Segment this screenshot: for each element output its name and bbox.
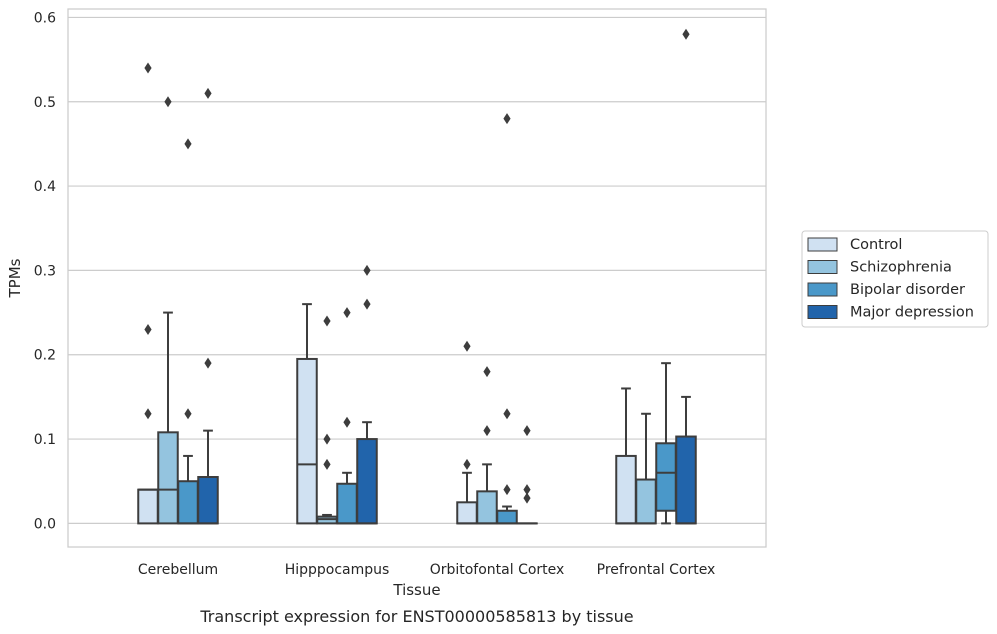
y-tick-label: 0.4: [34, 179, 56, 195]
outlier-point: [523, 425, 531, 437]
series-bipolar-disorder: [177, 113, 677, 525]
box-body: [177, 480, 199, 525]
box-body: [197, 476, 219, 525]
outlier-point: [144, 323, 152, 335]
legend-swatch: [807, 305, 838, 319]
legend-label: Schizophrenia: [850, 260, 952, 276]
box-body: [496, 509, 518, 525]
x-tick-label: Orbitofontal Cortex: [430, 562, 565, 578]
outlier-point: [204, 357, 212, 369]
outlier-point: [503, 484, 511, 496]
box-body: [655, 442, 677, 512]
y-axis-ticks: 0.0 0.1 0.2 0.3 0.4 0.5 0.6: [34, 10, 56, 532]
legend: Control Schizophrenia Bipolar disorder Majo…: [801, 230, 989, 328]
box-body: [356, 438, 378, 525]
outlier-point: [503, 113, 511, 125]
legend-swatch: [807, 260, 838, 274]
legend-swatch: [807, 237, 838, 252]
box: [137, 62, 159, 525]
outlier-point: [363, 298, 371, 310]
y-axis-title: TPMs: [6, 258, 24, 298]
legend-item: Schizophrenia: [807, 260, 952, 276]
box: [496, 113, 518, 525]
box-body: [615, 454, 637, 525]
box-body: [675, 435, 697, 525]
outlier-point: [343, 416, 351, 428]
box: [356, 264, 378, 525]
legend-item: Major depression: [807, 305, 974, 321]
legend-swatch: [807, 282, 838, 297]
box-body: [137, 488, 159, 525]
y-tick-label: 0.1: [34, 432, 56, 448]
box: [476, 366, 498, 525]
outlier-point: [184, 138, 192, 150]
box: [675, 28, 697, 525]
y-tick-label: 0.0: [34, 516, 56, 532]
x-tick-label: Hipppocampus: [285, 562, 390, 578]
outlier-point: [343, 307, 351, 319]
series-schizophrenia: [157, 96, 657, 525]
outlier-point: [323, 433, 331, 445]
series-control: [137, 62, 637, 525]
outlier-point: [463, 458, 471, 470]
box: [456, 340, 478, 525]
legend-item: Control: [807, 237, 902, 253]
box: [157, 96, 179, 525]
box-body: [476, 490, 498, 525]
outlier-point: [483, 366, 491, 378]
outlier-point: [323, 458, 331, 470]
outlier-point: [144, 408, 152, 420]
legend-item: Bipolar disorder: [807, 282, 965, 298]
outlier-point: [682, 28, 690, 40]
outlier-point: [483, 425, 491, 437]
outlier-point: [204, 87, 212, 99]
outlier-point: [463, 340, 471, 352]
x-tick-label: Prefrontal Cortex: [597, 562, 716, 578]
plot-area-frame: [67, 8, 767, 548]
y-tick-label: 0.5: [34, 95, 56, 111]
box: [296, 303, 318, 525]
outlier-point: [363, 264, 371, 276]
box-body: [635, 478, 657, 525]
outlier-point: [523, 492, 531, 504]
box: [316, 315, 338, 525]
legend-label: Bipolar disorder: [850, 282, 965, 298]
x-tick-label: Cerebellum: [138, 562, 218, 578]
outlier-point: [144, 62, 152, 74]
box-body: [157, 431, 179, 525]
legend-frame: [801, 230, 989, 328]
chart-caption: Transcript expression for ENST0000058581…: [199, 607, 633, 626]
box: [516, 425, 538, 525]
box: [197, 87, 219, 525]
x-axis-ticks: Cerebellum Hipppocampus Orbitofontal Corte…: [138, 562, 715, 578]
outlier-point: [164, 96, 172, 108]
legend-label: Major depression: [850, 305, 974, 321]
y-tick-label: 0.6: [34, 10, 56, 26]
series-major-depression: [197, 28, 697, 525]
legend-label: Control: [850, 237, 902, 253]
outlier-point: [184, 408, 192, 420]
box-series: [137, 28, 697, 525]
legend-items: Control Schizophrenia Bipolar disorder Majo…: [807, 237, 974, 321]
y-tick-label: 0.2: [34, 348, 56, 364]
box: [177, 138, 199, 525]
box-body: [336, 482, 358, 525]
outlier-point: [503, 408, 511, 420]
box: [336, 307, 358, 525]
box-body: [296, 357, 318, 525]
y-tick-label: 0.3: [34, 263, 56, 279]
x-axis-title: Tissue: [392, 581, 440, 599]
outlier-point: [323, 315, 331, 327]
outlier-point: [523, 484, 531, 496]
box-body: [456, 501, 478, 525]
